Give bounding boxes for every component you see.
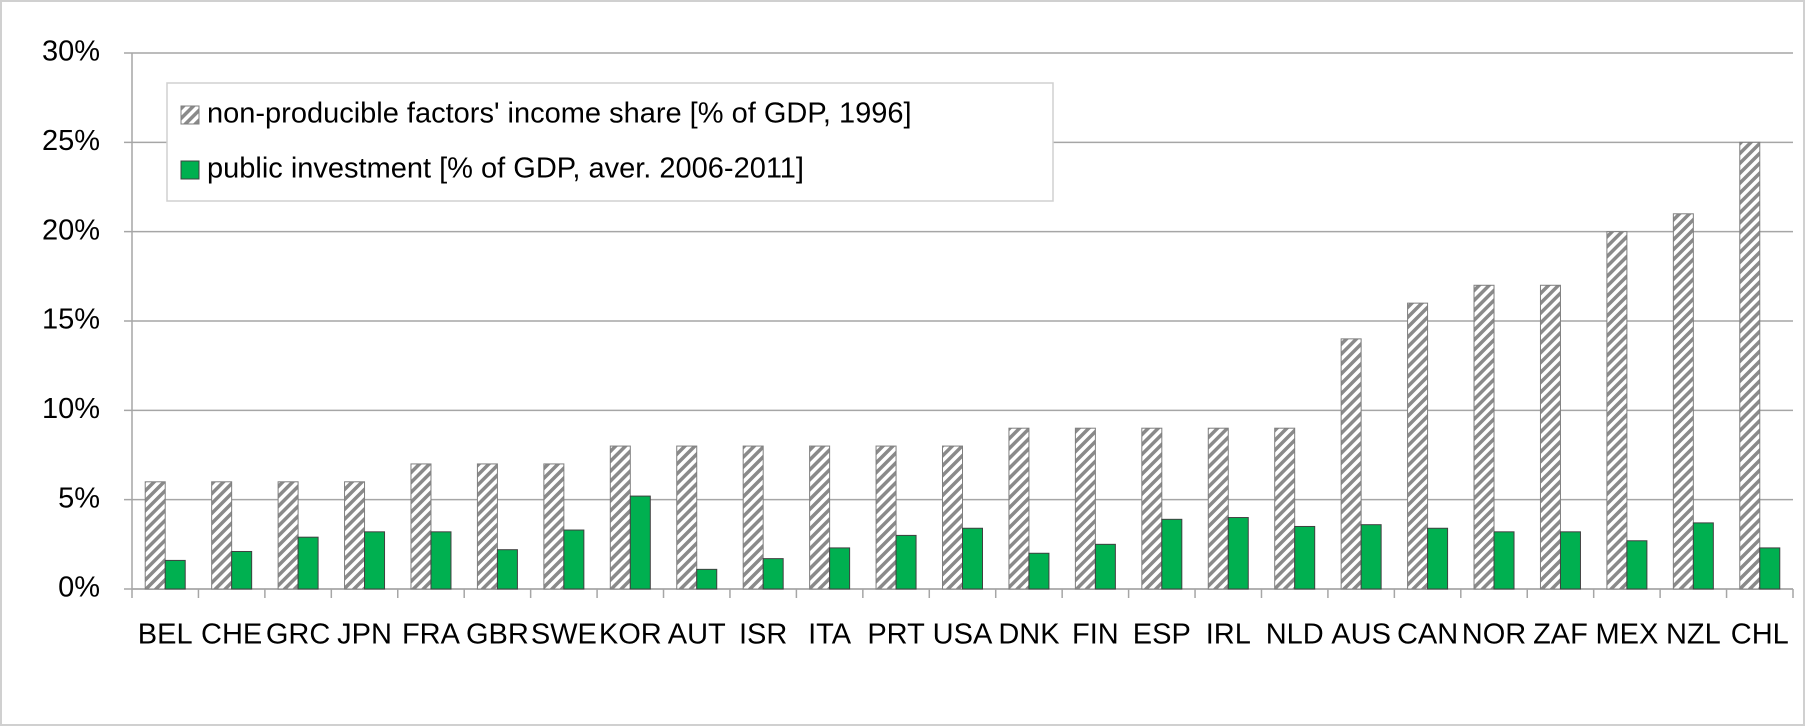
bar	[496, 549, 518, 590]
x-tick-label: AUT	[668, 619, 726, 651]
bar	[144, 481, 166, 590]
x-tick-label: PRT	[867, 619, 925, 651]
bar	[1672, 213, 1694, 590]
bar	[211, 481, 233, 590]
y-tick-label: 25%	[42, 125, 100, 157]
bar	[1493, 531, 1515, 590]
x-tick-label: ZAF	[1533, 619, 1588, 651]
bar	[1759, 547, 1781, 590]
bar	[364, 531, 386, 590]
x-tick-label: NZL	[1666, 619, 1721, 651]
x-tick-label: FRA	[402, 619, 461, 651]
bar	[1294, 525, 1316, 590]
y-tick-label: 0%	[58, 572, 100, 604]
x-tick-label: BEL	[138, 619, 193, 651]
legend-label: public investment [% of GDP, aver. 2006-…	[207, 153, 804, 185]
legend-swatch	[180, 160, 200, 180]
x-tick-label: JPN	[337, 619, 392, 651]
y-tick-label: 10%	[42, 393, 100, 425]
x-tick-label: ISR	[739, 619, 787, 651]
bar	[1141, 427, 1163, 590]
bar	[1739, 141, 1761, 590]
bar	[1274, 427, 1296, 590]
x-tick-label: AUS	[1331, 619, 1391, 651]
bar	[476, 463, 498, 590]
x-tick-label: FIN	[1072, 619, 1119, 651]
x-tick-label: ITA	[808, 619, 852, 651]
x-tick-label: CAN	[1397, 619, 1458, 651]
bar	[1427, 527, 1449, 590]
x-tick-label: IRL	[1206, 619, 1251, 651]
x-tick-label: NOR	[1462, 619, 1526, 651]
x-tick-label: GBR	[466, 619, 529, 651]
bar	[629, 495, 651, 590]
bar	[430, 531, 452, 590]
x-tick-label: GRC	[266, 619, 330, 651]
bar	[1692, 522, 1714, 590]
bar	[164, 559, 186, 590]
bar	[277, 481, 299, 590]
bar	[1606, 231, 1628, 590]
bar	[1360, 524, 1382, 590]
bar	[1207, 427, 1229, 590]
bar	[609, 445, 631, 590]
legend-swatch	[180, 105, 200, 125]
x-tick-label: MEX	[1595, 619, 1658, 651]
bar	[895, 534, 917, 590]
bar	[1473, 284, 1495, 590]
x-tick-label: CHL	[1731, 619, 1789, 651]
bar	[1340, 338, 1362, 590]
x-tick-label: CHE	[201, 619, 262, 651]
bar	[1559, 531, 1581, 590]
bar	[231, 550, 253, 590]
bar	[543, 463, 565, 590]
bar	[563, 529, 585, 590]
y-tick-label: 15%	[42, 304, 100, 336]
bar	[829, 547, 851, 590]
x-tick-label: USA	[933, 619, 993, 651]
bar	[962, 527, 983, 590]
x-tick-label: NLD	[1266, 619, 1324, 651]
x-tick-label: KOR	[599, 619, 662, 651]
x-tick-label: SWE	[531, 619, 597, 651]
y-tick-label: 20%	[42, 214, 100, 246]
bar	[676, 445, 698, 590]
bar	[1028, 552, 1050, 590]
bar	[696, 568, 718, 590]
bar	[742, 445, 764, 590]
x-tick-label: DNK	[998, 619, 1060, 651]
y-tick-label: 30%	[42, 36, 100, 68]
bar	[1008, 427, 1030, 590]
legend-label: non-producible factors' income share [% …	[207, 98, 912, 130]
bar	[762, 558, 784, 590]
bar	[942, 445, 963, 590]
bar	[1227, 517, 1249, 590]
bar	[1539, 284, 1561, 590]
bar	[809, 445, 831, 590]
x-tick-label: ESP	[1133, 619, 1191, 651]
bar	[1161, 518, 1183, 590]
bar	[1407, 302, 1429, 590]
bar	[1094, 543, 1116, 590]
legend-box	[166, 82, 1054, 202]
bar	[344, 481, 366, 590]
bar	[410, 463, 432, 590]
bar	[297, 536, 319, 590]
bar	[1626, 540, 1648, 590]
bar	[875, 445, 897, 590]
y-tick-label: 5%	[58, 482, 100, 514]
bar	[1074, 427, 1096, 590]
